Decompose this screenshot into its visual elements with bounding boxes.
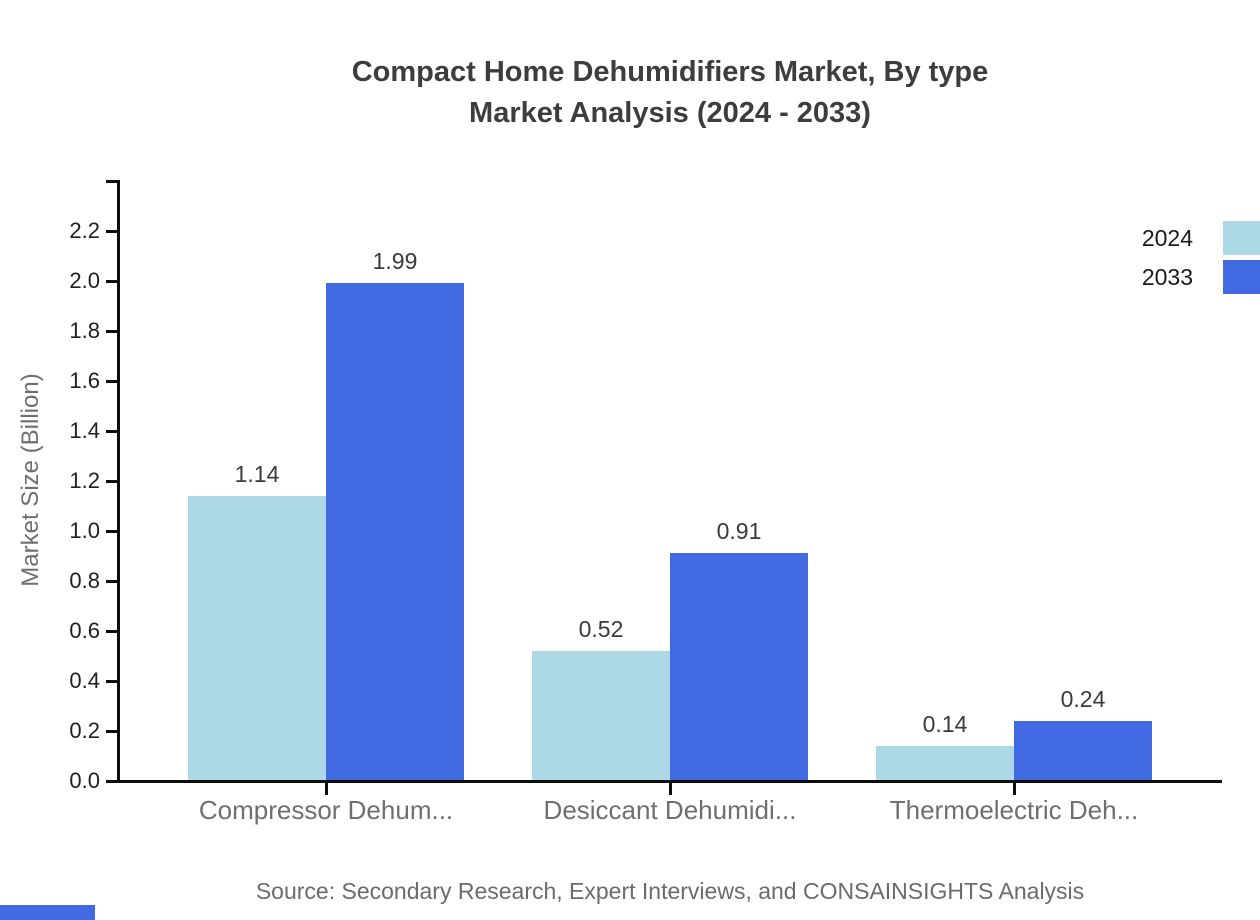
x-category-label: Compressor Dehum... [198,795,454,825]
y-tick-label: 1.4 [69,418,100,443]
y-tick-mark [106,630,118,633]
bar-value-label: 0.52 [578,616,624,642]
y-tick-mark [106,280,118,283]
bar-2033-group3 [1014,721,1152,781]
y-tick-label: 1.0 [69,518,100,543]
bar-value-label: 0.14 [922,711,968,737]
source-attribution: Source: Secondary Research, Expert Inter… [255,878,1085,904]
y-tick-mark [106,230,118,233]
y-tick-label: 0.8 [69,568,100,593]
y-tick-mark [106,780,118,783]
y-axis-top-cap-tick [106,180,118,183]
bar-value-label: 0.24 [1060,686,1106,712]
bar-value-label: 1.14 [234,461,280,487]
chart-title-line1: Compact Home Dehumidifiers Market, By ty… [351,56,989,88]
y-tick-mark [106,530,118,533]
bar-2024-group2 [532,651,670,781]
y-tick-label: 1.8 [69,318,100,343]
bar-2024-group1 [188,496,326,781]
legend-swatch-2033 [1223,260,1260,294]
legend-swatch-2024 [1223,221,1260,255]
x-category-label: Thermoelectric Deh... [889,795,1139,825]
y-tick-label: 0.6 [69,618,100,643]
bar-value-label: 0.91 [716,518,762,544]
y-tick-mark [106,480,118,483]
y-tick-label: 0.4 [69,668,100,693]
y-tick-label: 1.2 [69,468,100,493]
y-tick-mark [106,580,118,583]
y-tick-mark [106,680,118,683]
chart-title: Compact Home Dehumidifiers Market, By ty… [170,52,1170,134]
x-tick-mark [669,783,672,795]
x-axis-line [115,780,1222,783]
x-tick-mark [1013,783,1016,795]
bar-2024-group3 [876,746,1014,781]
legend-label-2033: 2033 [1141,264,1193,290]
x-tick-mark [325,783,328,795]
y-tick-label: 2.2 [69,218,100,243]
bar-2033-group2 [670,553,808,781]
x-category-label: Desiccant Dehumidi... [543,795,797,825]
y-tick-label: 2.0 [69,268,100,293]
bar-2033-group1 [326,283,464,781]
y-tick-mark [106,330,118,333]
bar-value-label: 1.99 [372,248,418,274]
y-tick-mark [106,430,118,433]
y-tick-mark [106,380,118,383]
y-tick-label: 0.2 [69,718,100,743]
y-tick-mark [106,730,118,733]
y-axis-line [117,180,120,783]
y-tick-label: 0.0 [69,768,100,793]
brand-footer-mark [0,905,95,920]
y-tick-label: 1.6 [69,368,100,393]
chart-title-line2: Market Analysis (2024 - 2033) [469,97,871,129]
legend-label-2024: 2024 [1141,225,1193,251]
